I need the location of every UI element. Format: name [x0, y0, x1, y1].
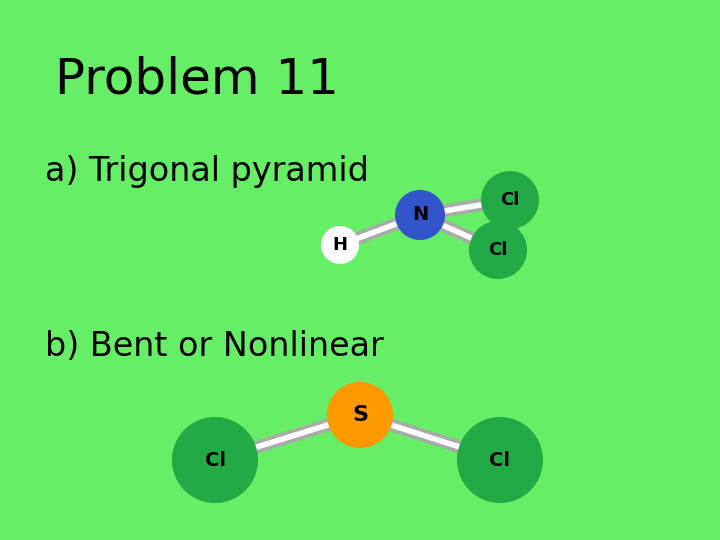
Text: Cl: Cl	[500, 191, 520, 209]
Circle shape	[173, 418, 257, 502]
Circle shape	[322, 227, 358, 263]
Circle shape	[328, 383, 392, 447]
Text: a) Trigonal pyramid: a) Trigonal pyramid	[45, 155, 369, 188]
Circle shape	[482, 172, 538, 228]
Text: Cl: Cl	[488, 241, 508, 259]
Text: H: H	[333, 236, 348, 254]
Text: N: N	[412, 206, 428, 225]
Text: Problem 11: Problem 11	[55, 55, 339, 103]
Text: S: S	[352, 405, 368, 425]
Circle shape	[396, 191, 444, 239]
Text: Cl: Cl	[490, 450, 510, 469]
Circle shape	[470, 222, 526, 278]
Text: Cl: Cl	[204, 450, 225, 469]
Text: b) Bent or Nonlinear: b) Bent or Nonlinear	[45, 330, 384, 363]
Circle shape	[458, 418, 542, 502]
